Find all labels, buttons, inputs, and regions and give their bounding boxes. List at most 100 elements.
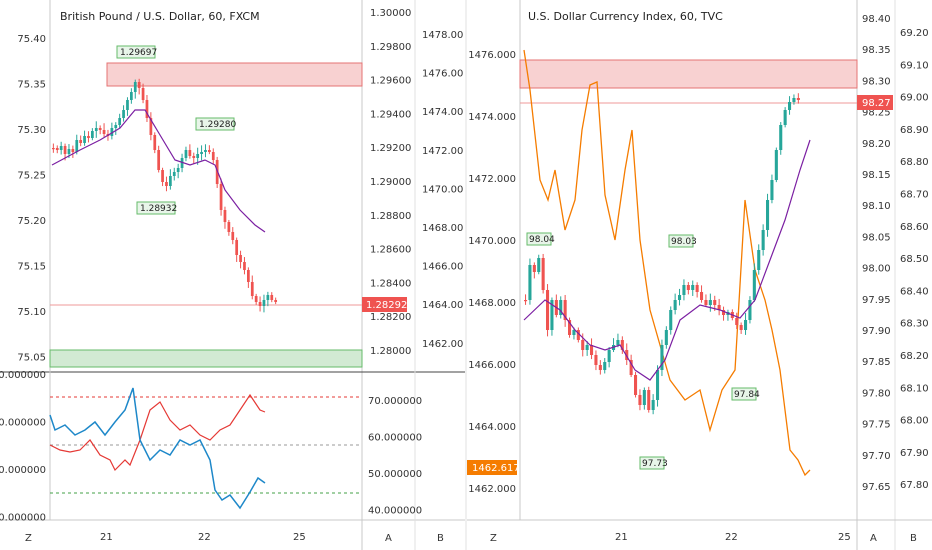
right-candle-body bbox=[796, 98, 800, 100]
right-left-axis: 1476.000 1474.000 1472.000 1470.000 1468.000… bbox=[468, 50, 516, 495]
left-candle-body bbox=[149, 118, 153, 135]
oscillator-red-line bbox=[49, 393, 266, 472]
rlabel-2: 98.03 bbox=[668, 234, 697, 248]
left-candle-body bbox=[145, 100, 149, 118]
left-candle-body bbox=[266, 295, 270, 300]
right-mid-axis-tick: 97.65 bbox=[862, 482, 891, 493]
right-candle-body bbox=[686, 285, 690, 290]
left-candle-body bbox=[274, 300, 278, 302]
left-candle-body bbox=[122, 110, 125, 118]
right-candle-body bbox=[568, 320, 572, 335]
left-moving-average-line bbox=[51, 109, 266, 233]
left-zoom-button[interactable]: Z bbox=[25, 533, 32, 544]
right-mid-axis-tick: 98.30 bbox=[862, 76, 891, 87]
left-candle-body bbox=[153, 135, 157, 150]
left-candle-body bbox=[118, 118, 122, 125]
right-x-tick-25: 25 bbox=[838, 532, 851, 543]
left-left-axis-tick: 75.35 bbox=[17, 80, 46, 91]
label-high: 1.29697 bbox=[116, 45, 157, 59]
right-candle-body bbox=[717, 305, 721, 310]
left-candle-body bbox=[227, 222, 231, 232]
left-candle-body bbox=[55, 148, 59, 150]
right-zoom-button[interactable]: Z bbox=[490, 533, 497, 544]
left-right-axis-tick: 1472.00 bbox=[422, 146, 463, 157]
right-right-axis-tick: 69.10 bbox=[900, 60, 929, 71]
right-candle-body bbox=[739, 325, 743, 330]
right-candle-body bbox=[642, 390, 646, 405]
right-left-price-tag: 1462.617 bbox=[467, 460, 520, 475]
left-candle-body bbox=[223, 210, 227, 222]
left-right-axis-tick: 1476.00 bbox=[422, 69, 463, 80]
support-zone bbox=[49, 349, 363, 368]
left-candle-body bbox=[161, 170, 164, 182]
left-right-axis-tick: 1470.00 bbox=[422, 184, 463, 195]
right-candle-body bbox=[704, 300, 708, 305]
osc-left-axis-tick: 20.000000 bbox=[0, 513, 46, 524]
left-candle-body bbox=[250, 282, 254, 296]
right-left-axis-tick: 1470.000 bbox=[468, 236, 516, 247]
left-candle-body bbox=[204, 150, 207, 152]
right-mid-axis-tick: 98.25 bbox=[862, 108, 891, 119]
svg-text:1.29697: 1.29697 bbox=[120, 48, 157, 58]
rlabel-4: 97.84 bbox=[731, 387, 760, 401]
right-candle-body bbox=[634, 375, 638, 395]
left-left-axis: 75.40 75.35 75.30 75.25 75.20 75.15 75.10 75.05 bbox=[17, 34, 46, 364]
left-right-axis-tick: 1466.00 bbox=[422, 262, 463, 273]
osc-right-axis-tick: 70.000000 bbox=[368, 396, 422, 407]
left-candle-body bbox=[141, 88, 145, 100]
right-left-axis-tick: 1466.000 bbox=[468, 360, 516, 371]
right-mid-axis-tick: 97.80 bbox=[862, 388, 891, 399]
left-candle-body bbox=[165, 182, 168, 186]
left-candle-body bbox=[110, 128, 114, 136]
right-mid-axis: 98.40 98.35 98.30 98.25 98.20 98.15 98.10 98.05… bbox=[862, 14, 891, 493]
right-candle-body bbox=[594, 355, 598, 365]
left-right-axis-tick: 1478.00 bbox=[422, 30, 463, 41]
right-mid-axis-tick: 98.10 bbox=[862, 201, 891, 212]
right-auto-button[interactable]: A bbox=[870, 533, 877, 544]
svg-text:1.29280: 1.29280 bbox=[199, 120, 236, 130]
right-b-button[interactable]: B bbox=[910, 533, 917, 544]
right-candle-body bbox=[598, 365, 602, 370]
left-candle-body bbox=[71, 149, 75, 152]
left-chart-panel[interactable]: British Pound / U.S. Dollar, 60, FXCM 75… bbox=[0, 0, 465, 550]
left-candle-body bbox=[75, 140, 79, 152]
left-candle-body bbox=[254, 296, 258, 302]
left-mid-axis: 1.30000 1.29800 1.29600 1.29400 1.29200 1.290… bbox=[370, 8, 411, 357]
left-mid-axis-tick: 1.28000 bbox=[370, 346, 411, 357]
left-candle-body bbox=[130, 92, 133, 100]
right-right-axis: 69.20 69.10 69.00 68.90 68.80 68.70 68.60 68.50… bbox=[900, 28, 929, 491]
right-chart-panel[interactable]: U.S. Dollar Currency Index, 60, TVC 1476… bbox=[467, 0, 932, 550]
left-candle-body bbox=[137, 82, 141, 88]
left-chart-title: British Pound / U.S. Dollar, 60, FXCM bbox=[60, 10, 260, 23]
left-current-price-tag: 1.28292 bbox=[362, 297, 407, 312]
right-candle-body bbox=[528, 265, 532, 300]
right-mid-axis-tick: 98.15 bbox=[862, 170, 891, 181]
label-mid: 1.29280 bbox=[195, 117, 236, 131]
right-candle-body bbox=[664, 330, 668, 345]
left-candle-body bbox=[239, 255, 242, 262]
left-mid-axis-tick: 1.28400 bbox=[370, 278, 411, 289]
right-right-axis-tick: 68.40 bbox=[900, 286, 929, 297]
left-mid-axis-tick: 1.29400 bbox=[370, 109, 411, 120]
right-candle-body bbox=[779, 125, 783, 150]
left-candle-body bbox=[184, 150, 188, 158]
svg-text:1462.617: 1462.617 bbox=[472, 463, 520, 474]
right-mid-axis-tick: 97.90 bbox=[862, 326, 891, 337]
svg-text:97.84: 97.84 bbox=[734, 390, 760, 400]
right-x-tick-22: 22 bbox=[725, 532, 738, 543]
right-candle-body bbox=[669, 310, 673, 330]
right-candle-body bbox=[585, 345, 589, 350]
left-left-axis-tick: 75.30 bbox=[17, 125, 46, 136]
left-b-button[interactable]: B bbox=[437, 533, 444, 544]
left-candle-body bbox=[79, 140, 83, 143]
right-candle-body bbox=[647, 390, 651, 410]
left-candle-body bbox=[208, 150, 211, 152]
left-auto-button[interactable]: A bbox=[385, 533, 392, 544]
right-candle-body bbox=[744, 320, 748, 330]
left-candle-body bbox=[192, 156, 196, 158]
left-left-axis-tick: 75.20 bbox=[17, 216, 46, 227]
osc-left-axis-tick: 40.000000 bbox=[0, 465, 46, 476]
left-right-axis-tick: 1462.00 bbox=[422, 339, 463, 350]
right-candle-body bbox=[774, 150, 778, 180]
